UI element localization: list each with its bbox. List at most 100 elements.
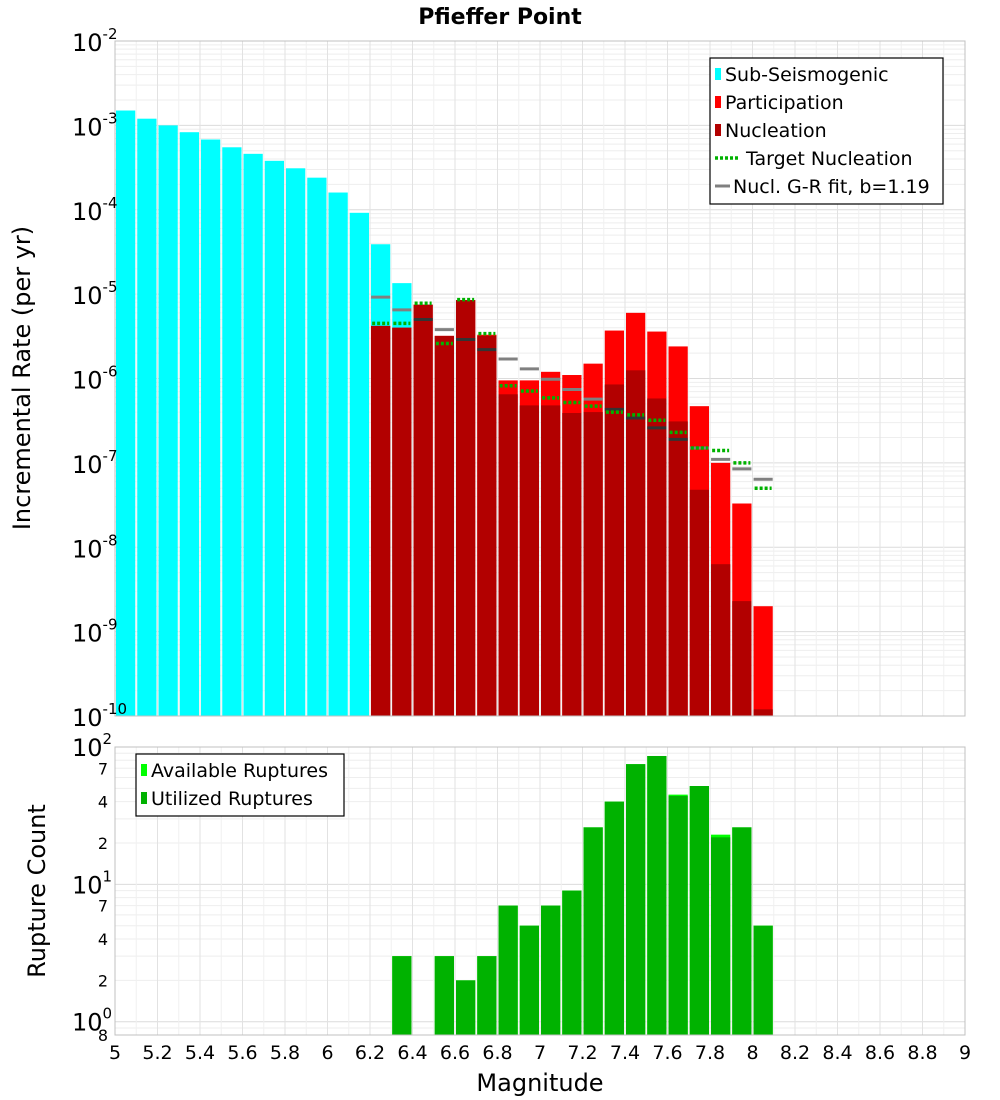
legend-swatch-sub-seismogenic bbox=[715, 68, 721, 80]
x-tick-label: 8.2 bbox=[780, 1042, 810, 1064]
bar-sub-seismogenic bbox=[116, 110, 136, 716]
bar-sub-seismogenic bbox=[307, 177, 327, 716]
x-tick-label: 5 bbox=[109, 1042, 121, 1064]
y-tick-label-minor: 8 bbox=[98, 1026, 108, 1045]
x-tick-label: 9 bbox=[959, 1042, 971, 1064]
bar-nucleation bbox=[689, 489, 709, 716]
bar-utilized-ruptures bbox=[689, 786, 709, 1035]
bar-nucleation bbox=[647, 398, 667, 716]
x-tick-label: 8 bbox=[746, 1042, 758, 1064]
y-tick-label-minor: 7 bbox=[98, 759, 108, 778]
x-tick-label: 6.2 bbox=[355, 1042, 385, 1064]
bar-nucleation bbox=[413, 304, 433, 716]
bar-utilized-ruptures bbox=[583, 827, 603, 1035]
y-tick-label: 100 bbox=[72, 1005, 112, 1037]
y-tick-label: 10-7 bbox=[72, 447, 118, 479]
x-tick-label: 7.4 bbox=[610, 1042, 640, 1064]
x-tick-labels: 5 5.2 5.4 5.6 5.8 6 6.2 6.4 6.6 6.8 7 7.2 7.4 7.6 7.8 8… bbox=[109, 1042, 971, 1064]
legend-box bbox=[135, 753, 345, 817]
bar-nucleation bbox=[456, 300, 476, 716]
count-bars bbox=[392, 755, 773, 1035]
y-tick-label: 10-5 bbox=[72, 278, 118, 310]
x-axis-label: Magnitude bbox=[476, 1069, 603, 1097]
x-tick-label: 5.4 bbox=[185, 1042, 215, 1064]
chart-title: Pfieffer Point bbox=[418, 5, 582, 30]
x-tick-label: 5.2 bbox=[142, 1042, 172, 1064]
legend-swatch-available-ruptures bbox=[141, 764, 147, 776]
x-tick-label: 7.2 bbox=[567, 1042, 597, 1064]
bar-utilized-ruptures bbox=[434, 956, 454, 1035]
rate-panel: 10-2 10-3 10-4 10-5 10-6 10-7 10-8 10-9 10-10 Pf… bbox=[8, 5, 966, 732]
x-tick-label: 8.6 bbox=[865, 1042, 895, 1064]
bar-nucleation bbox=[519, 405, 539, 716]
bar-nucleation bbox=[753, 709, 773, 716]
bar-nucleation bbox=[371, 325, 391, 716]
bar-utilized-ruptures bbox=[392, 956, 412, 1035]
y-tick-label-minor: 2 bbox=[98, 834, 108, 853]
rate-y-tick-labels: 10-2 10-3 10-4 10-5 10-6 10-7 10-8 10-9 10-10 bbox=[72, 25, 127, 732]
y-tick-label: 10-10 bbox=[72, 700, 127, 732]
y-tick-label: 10-2 bbox=[72, 25, 118, 57]
bar-utilized-ruptures bbox=[541, 905, 561, 1035]
bar-utilized-ruptures bbox=[604, 801, 624, 1035]
bar-nucleation bbox=[392, 327, 412, 716]
y-tick-label-minor: 4 bbox=[98, 793, 108, 812]
x-tick-label: 6 bbox=[321, 1042, 333, 1064]
legend-label-nucl-g-r-fit-b-1-19: Nucl. G-R fit, b=1.19 bbox=[733, 176, 930, 198]
bar-participation bbox=[753, 606, 773, 716]
x-tick-label: 8.4 bbox=[822, 1042, 852, 1064]
bar-nucleation bbox=[562, 413, 582, 716]
bar-sub-seismogenic bbox=[349, 212, 369, 716]
bar-utilized-ruptures bbox=[456, 980, 476, 1035]
x-tick-label: 5.8 bbox=[270, 1042, 300, 1064]
bar-nucleation bbox=[477, 335, 497, 716]
bar-nucleation bbox=[711, 564, 731, 716]
y-tick-label-minor: 4 bbox=[98, 930, 108, 949]
y-tick-label: 10-3 bbox=[72, 109, 118, 141]
bar-sub-seismogenic bbox=[179, 132, 199, 717]
legend-swatch-utilized-ruptures bbox=[141, 792, 147, 804]
y-tick-label: 10-6 bbox=[72, 363, 118, 395]
y-tick-label-minor: 7 bbox=[98, 897, 108, 916]
x-tick-label: 6.4 bbox=[397, 1042, 427, 1064]
rate-bars bbox=[116, 110, 773, 717]
x-tick-label: 6.6 bbox=[440, 1042, 470, 1064]
bar-utilized-ruptures bbox=[519, 925, 539, 1035]
y-tick-label: 10-9 bbox=[72, 616, 118, 648]
rate-y-axis-label: Incremental Rate (per yr) bbox=[8, 226, 36, 530]
bar-utilized-ruptures bbox=[753, 925, 773, 1035]
count-plot-frame bbox=[114, 746, 966, 1036]
bar-nucleation bbox=[434, 335, 454, 716]
x-tick-label: 5.6 bbox=[227, 1042, 257, 1064]
bar-utilized-ruptures bbox=[711, 837, 731, 1035]
count-y-axis-label: Rupture Count bbox=[23, 804, 51, 978]
legend-box bbox=[709, 57, 944, 205]
bar-sub-seismogenic bbox=[328, 192, 348, 717]
bar-nucleation bbox=[541, 405, 561, 716]
y-tick-label: 102 bbox=[72, 730, 112, 762]
y-tick-label: 10-4 bbox=[72, 194, 118, 226]
rate-legend: Sub-Seismogenic Participation Nucleation Ta… bbox=[709, 57, 944, 205]
x-tick-label: 7.8 bbox=[695, 1042, 725, 1064]
bar-utilized-ruptures bbox=[498, 905, 518, 1035]
bar-sub-seismogenic bbox=[137, 118, 157, 716]
bar-utilized-ruptures bbox=[626, 764, 646, 1035]
x-tick-label: 7.6 bbox=[652, 1042, 682, 1064]
bar-nucleation bbox=[732, 601, 752, 716]
legend-label-participation: Participation bbox=[725, 92, 844, 114]
bar-sub-seismogenic bbox=[222, 147, 242, 717]
bar-sub-seismogenic bbox=[243, 153, 263, 716]
x-tick-label: 6.8 bbox=[482, 1042, 512, 1064]
bar-utilized-ruptures bbox=[562, 890, 582, 1035]
legend-swatch-nucleation bbox=[715, 124, 721, 136]
count-legend: Available Ruptures Utilized Ruptures bbox=[135, 753, 345, 817]
x-tick-label: 7 bbox=[534, 1042, 546, 1064]
rate-plot-frame bbox=[114, 40, 966, 717]
bar-nucleation bbox=[498, 394, 518, 716]
legend-label-target-nucleation: Target Nucleation bbox=[745, 148, 913, 170]
bar-nucleation bbox=[626, 370, 646, 716]
bar-utilized-ruptures bbox=[477, 956, 497, 1035]
